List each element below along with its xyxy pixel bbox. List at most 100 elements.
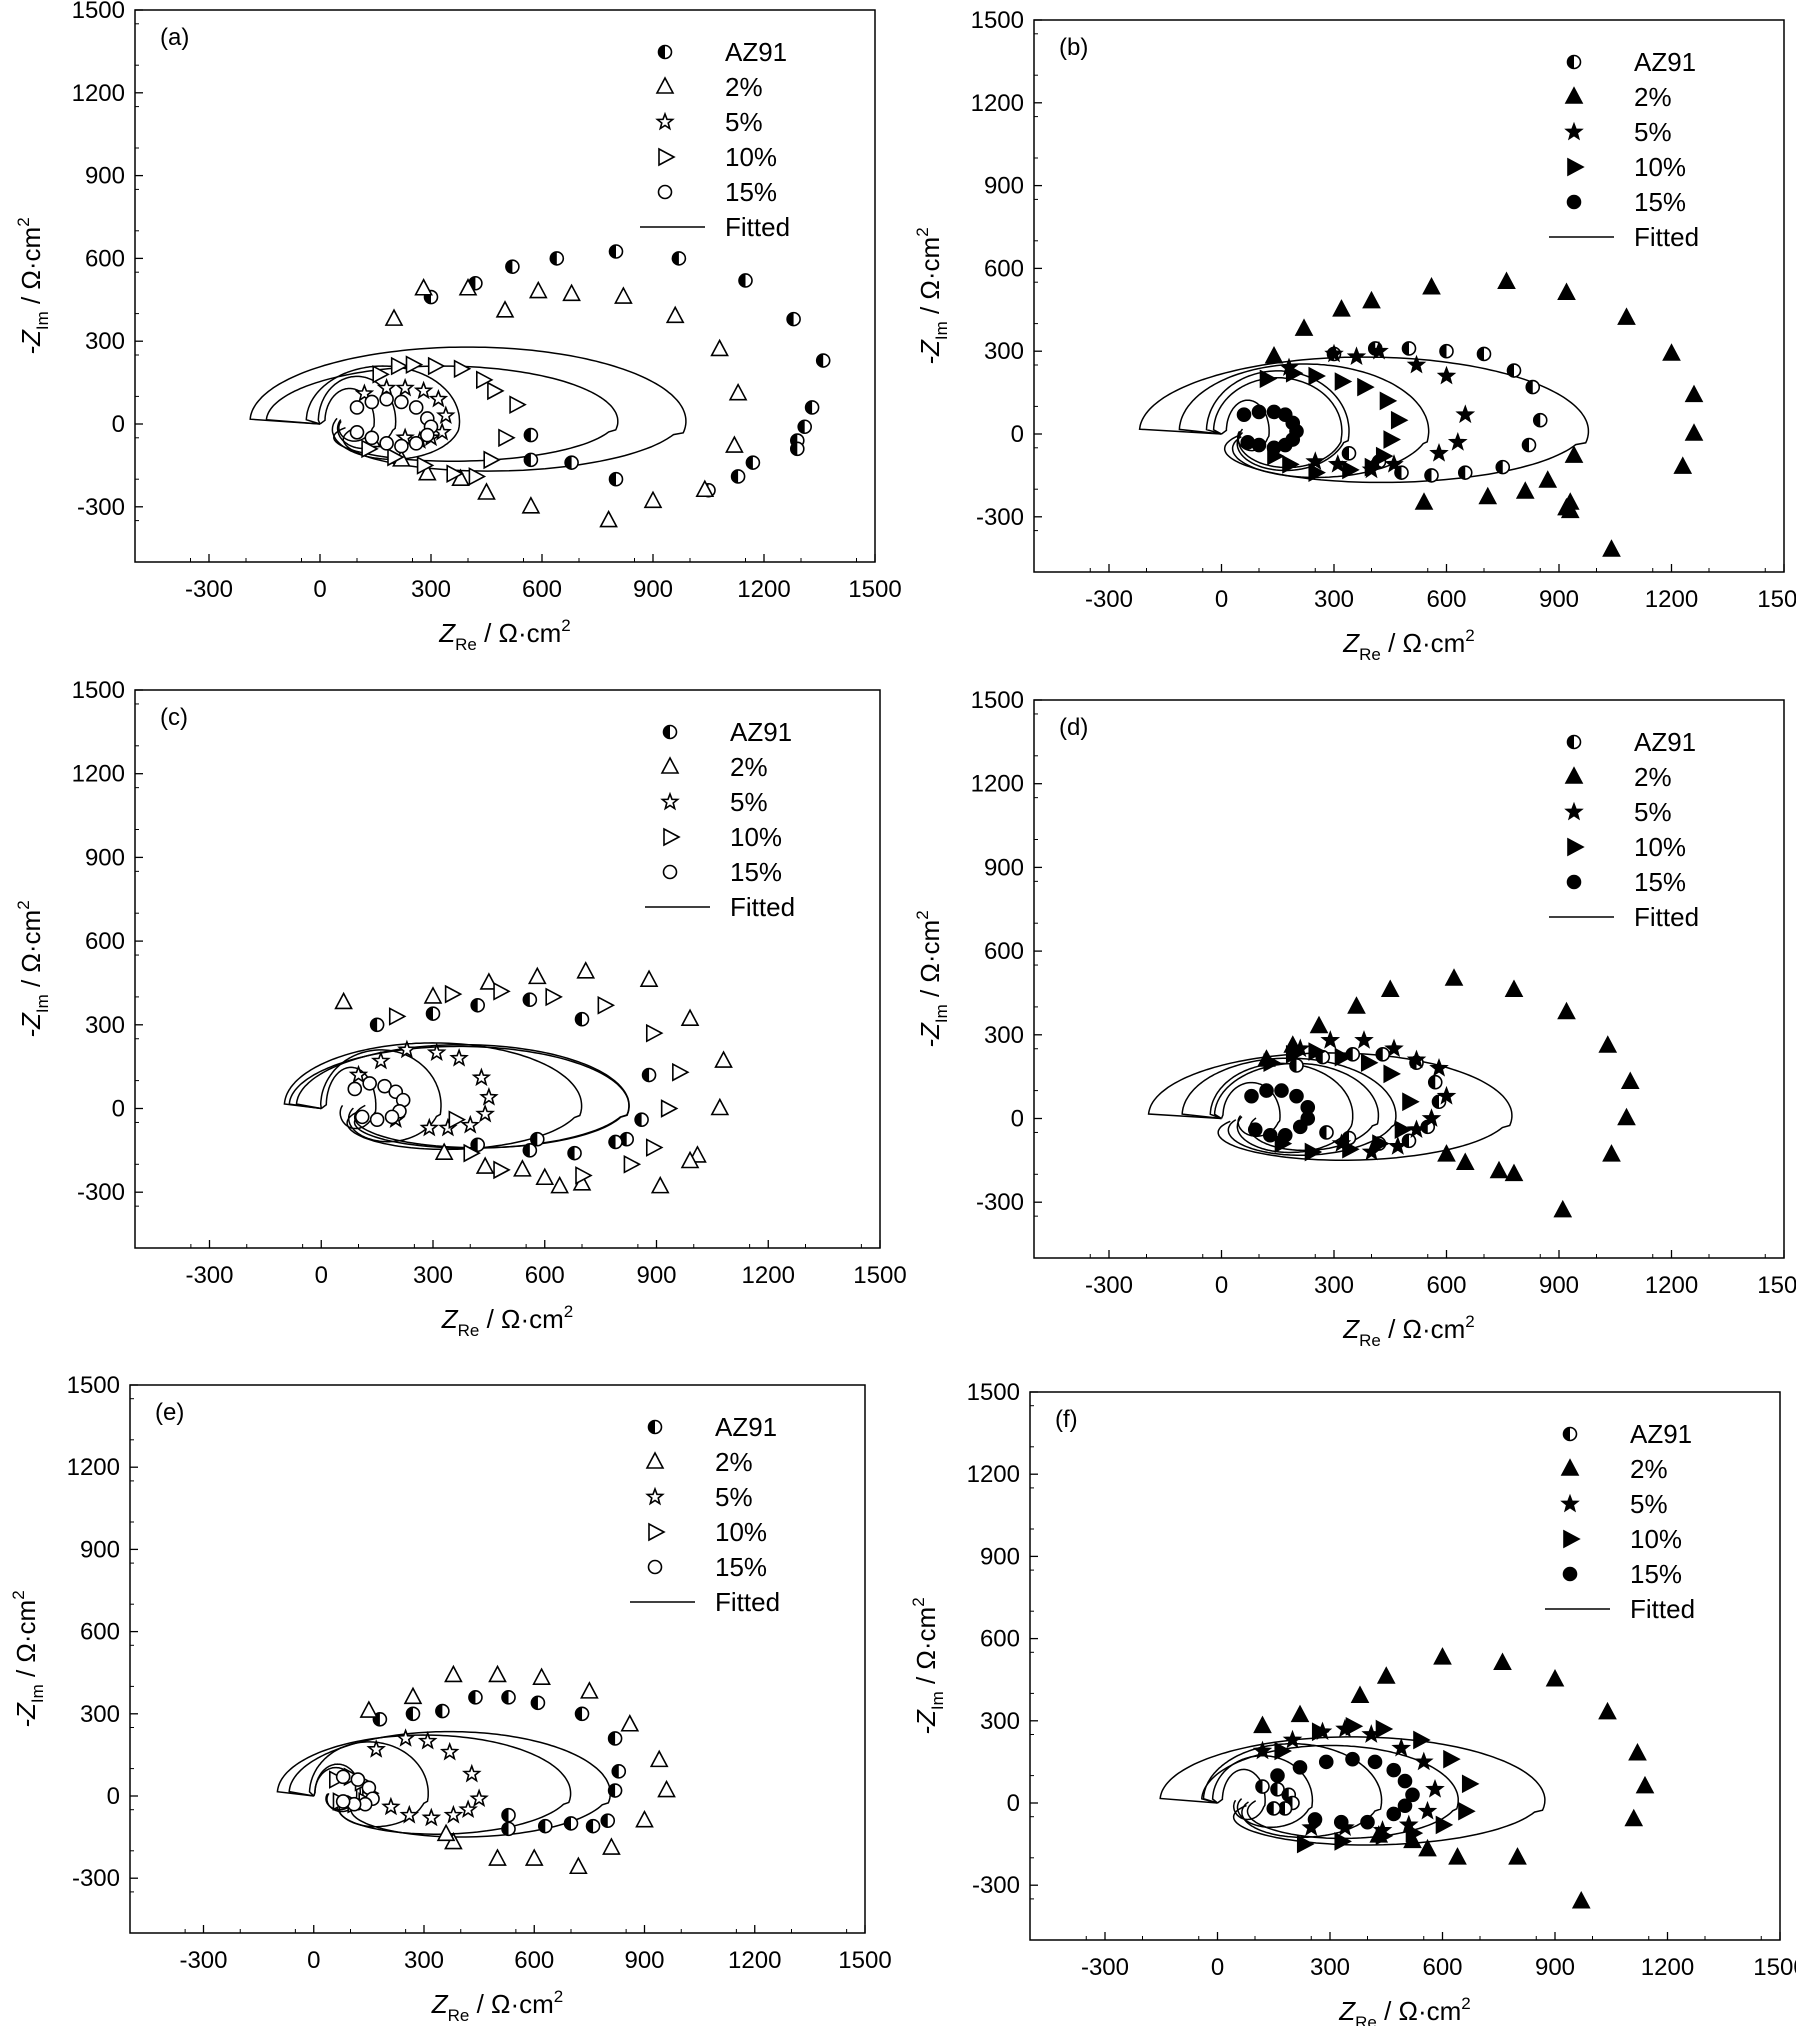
data-point bbox=[643, 490, 663, 509]
fitted-curve bbox=[1181, 1057, 1397, 1156]
x-tick-label: 1500 bbox=[1757, 1272, 1796, 1299]
legend-label: 2% bbox=[725, 72, 763, 102]
data-point bbox=[1493, 1652, 1512, 1671]
data-point bbox=[417, 1730, 438, 1750]
data-point bbox=[567, 1145, 582, 1161]
y-tick-label: 1500 bbox=[72, 677, 125, 704]
data-point bbox=[1489, 1160, 1509, 1179]
data-point bbox=[1397, 1798, 1413, 1814]
data-point bbox=[1367, 1754, 1383, 1770]
data-point bbox=[479, 1086, 499, 1106]
data-point bbox=[804, 400, 820, 415]
data-point bbox=[1457, 465, 1473, 480]
x-tick-label: 1500 bbox=[853, 1262, 906, 1289]
data-point bbox=[1455, 1152, 1475, 1170]
legend-label: Fitted bbox=[730, 892, 795, 922]
y-tick-label: 1500 bbox=[67, 1372, 120, 1399]
data-point-fill bbox=[1282, 1788, 1289, 1802]
data-point bbox=[527, 966, 547, 985]
data-point bbox=[1617, 307, 1636, 325]
chart-panel-0: -300 0 300 600 900 1200 1500 -300 0 300 600 900 1200… bbox=[14, 0, 902, 654]
y-axis-label: -ZIm / Ω·cm2 bbox=[14, 900, 52, 1037]
legend-marker bbox=[1562, 1566, 1578, 1582]
data-point bbox=[529, 1131, 545, 1147]
data-point bbox=[350, 1772, 366, 1787]
legend-label: Fitted bbox=[1634, 222, 1699, 252]
legend-label: 10% bbox=[1634, 152, 1686, 182]
data-point-fill bbox=[568, 1146, 575, 1160]
x-tick-label: 600 bbox=[1426, 1272, 1466, 1299]
x-axis-label: ZRe / Ω·cm2 bbox=[438, 616, 571, 654]
data-point bbox=[475, 370, 494, 390]
data-point bbox=[641, 1067, 657, 1083]
data-point bbox=[1387, 1136, 1408, 1155]
data-point bbox=[1624, 1808, 1644, 1827]
data-point bbox=[1429, 1058, 1449, 1077]
data-point bbox=[1334, 372, 1353, 391]
series-2pct bbox=[1257, 968, 1640, 1218]
data-point-fill bbox=[565, 456, 572, 470]
data-point bbox=[645, 1138, 664, 1157]
y-tick-label: 0 bbox=[112, 411, 125, 438]
plot-frame bbox=[1029, 1391, 1781, 1941]
data-point bbox=[569, 1856, 588, 1875]
data-point bbox=[634, 1112, 649, 1127]
data-point bbox=[599, 509, 618, 528]
data-point bbox=[419, 1117, 440, 1137]
fitted-curve bbox=[319, 1049, 442, 1143]
data-point bbox=[1380, 979, 1400, 997]
plot-frame bbox=[1033, 699, 1785, 1259]
y-tick-label: 1200 bbox=[971, 771, 1024, 798]
series-10pct bbox=[1259, 363, 1409, 482]
data-point bbox=[1521, 437, 1537, 453]
data-point-fill bbox=[1402, 341, 1409, 355]
data-point bbox=[1292, 1760, 1308, 1775]
data-point-fill bbox=[608, 1731, 616, 1745]
data-point-fill bbox=[1271, 1782, 1278, 1796]
data-point bbox=[1429, 443, 1449, 462]
data-point bbox=[1255, 1779, 1270, 1794]
data-point bbox=[1506, 363, 1522, 378]
data-point bbox=[451, 468, 470, 487]
y-tick-label: -300 bbox=[976, 1189, 1024, 1216]
data-point bbox=[728, 382, 748, 401]
legend-marker bbox=[655, 111, 675, 131]
y-tick-label: -300 bbox=[77, 494, 125, 521]
data-point bbox=[1390, 410, 1409, 430]
legend-marker bbox=[660, 791, 680, 811]
data-point-fill bbox=[1440, 344, 1447, 358]
data-point bbox=[1557, 282, 1576, 301]
fitted-curve bbox=[1147, 1052, 1513, 1161]
data-point bbox=[786, 311, 801, 327]
y-tick-label: 300 bbox=[85, 328, 125, 355]
plot-frame bbox=[134, 689, 881, 1249]
data-point bbox=[463, 1143, 481, 1163]
legend-marker bbox=[1562, 1426, 1578, 1442]
data-point bbox=[639, 969, 659, 987]
data-point bbox=[509, 395, 527, 415]
x-tick-label: -300 bbox=[1081, 1954, 1129, 1981]
data-point-fill bbox=[505, 260, 513, 274]
data-point bbox=[1662, 343, 1681, 361]
data-point bbox=[524, 1848, 544, 1866]
data-point bbox=[1436, 365, 1457, 385]
data-point bbox=[745, 455, 761, 470]
x-tick-label: 600 bbox=[514, 1947, 554, 1974]
legend-marker bbox=[1563, 1529, 1581, 1549]
legend-label: 10% bbox=[725, 142, 777, 172]
y-tick-label: 300 bbox=[980, 1708, 1020, 1735]
x-tick-label: 900 bbox=[633, 576, 673, 603]
data-point bbox=[1259, 1083, 1274, 1098]
data-point bbox=[394, 438, 409, 454]
x-tick-label: -300 bbox=[185, 576, 233, 603]
data-point bbox=[361, 439, 379, 459]
data-point bbox=[602, 1837, 621, 1855]
y-tick-label: 1200 bbox=[67, 1454, 120, 1481]
legend-marker bbox=[1567, 157, 1585, 177]
panel-label: (c) bbox=[160, 704, 188, 731]
panel-label: (f) bbox=[1055, 1406, 1078, 1433]
plot-frame bbox=[129, 1384, 866, 1934]
data-point bbox=[1320, 1030, 1341, 1049]
data-point bbox=[1307, 1812, 1323, 1827]
x-tick-label: 900 bbox=[1535, 1954, 1575, 1981]
